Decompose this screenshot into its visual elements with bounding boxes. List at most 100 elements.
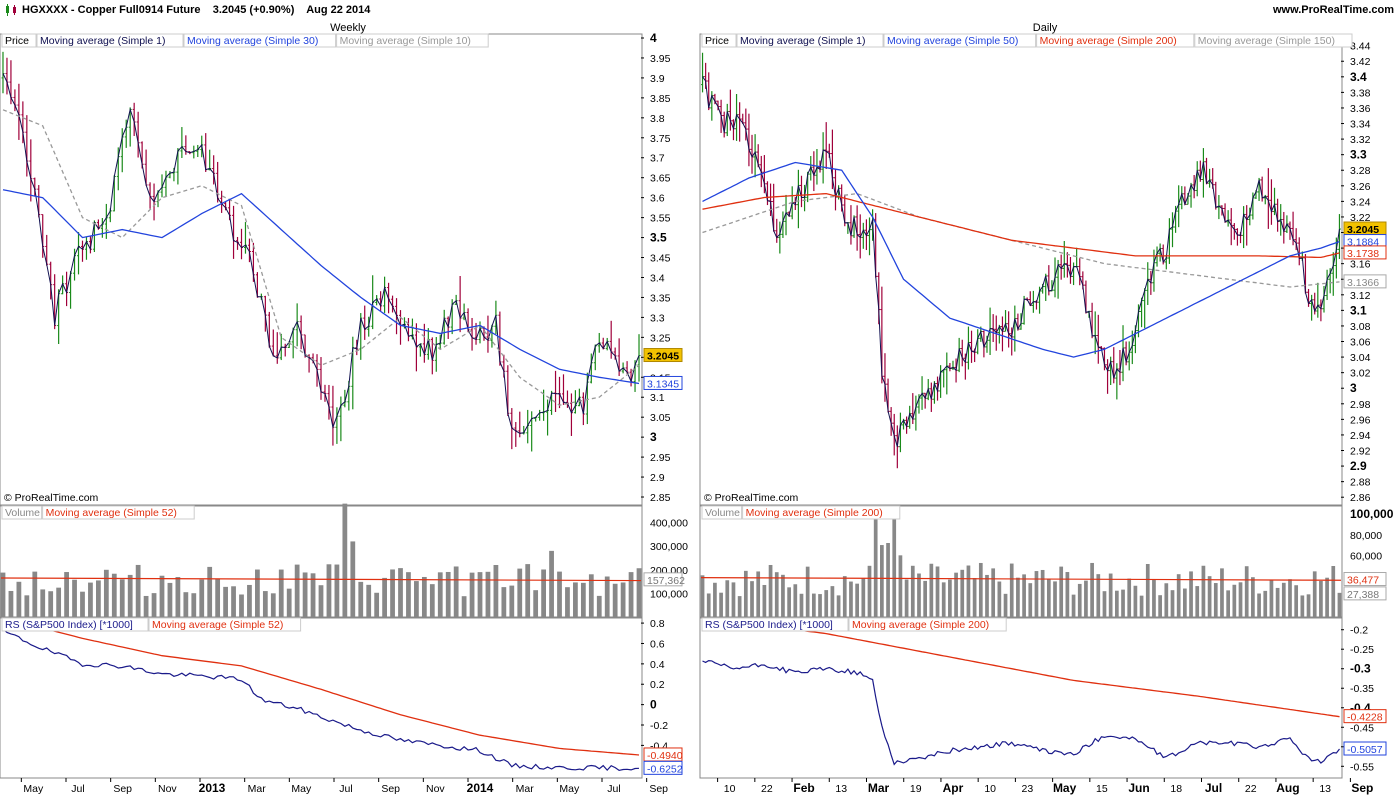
volume-bar xyxy=(1046,579,1051,617)
legend-item-box[interactable] xyxy=(883,33,1037,48)
legend-item-box[interactable] xyxy=(701,505,743,520)
legend-item[interactable]: Moving average (Simple 52) xyxy=(46,507,177,519)
daily-chart[interactable]: Daily 3.44 3.42 3.4 3.38 3.36 3.34 3.32 3.3 3.28 3… xyxy=(699,22,1394,795)
volume-bar xyxy=(787,587,791,617)
chart-date: Aug 22 2014 xyxy=(306,4,371,16)
volume-bar xyxy=(972,577,977,617)
legend-item[interactable]: Moving average (Simple 200) xyxy=(852,619,989,631)
volume-bar xyxy=(541,569,546,617)
volume-bar xyxy=(151,593,157,617)
volume-bar xyxy=(255,569,260,617)
x-tick-label: 22 xyxy=(761,783,773,795)
volume-bar xyxy=(1312,571,1317,617)
legend-item[interactable]: Moving average (Simple 150) xyxy=(1198,35,1335,47)
legend-item-box[interactable] xyxy=(1,617,149,632)
legend-item[interactable]: Moving average (Simple 200) xyxy=(746,507,883,519)
legend-item[interactable]: Moving average (Simple 200) xyxy=(1040,35,1177,47)
price-tick-label: 3.85 xyxy=(650,93,671,105)
price-tick-label: 3.1 xyxy=(650,392,665,404)
candlestick-logo-icon xyxy=(6,4,16,16)
site-link[interactable]: www.ProRealTime.com xyxy=(1272,4,1394,16)
legend-item-box[interactable] xyxy=(1,505,43,520)
legend-item-box[interactable] xyxy=(183,33,337,48)
volume-bar xyxy=(191,593,197,617)
rs-tag-label: -0.4228 xyxy=(1347,712,1383,724)
legend-item-box[interactable] xyxy=(1194,33,1353,48)
daily-rs-frame xyxy=(699,617,1343,779)
legend-item[interactable]: Price xyxy=(5,35,29,47)
volume-bar xyxy=(429,584,435,617)
x-tick-label: Nov xyxy=(158,783,177,795)
copyright-label: © ProRealTime.com xyxy=(704,492,799,504)
volume-bar xyxy=(1195,586,1200,617)
volume-bar xyxy=(1232,584,1237,617)
volume-bar xyxy=(781,574,785,617)
volume-tick-label: 80,000 xyxy=(1350,530,1382,542)
last-price: 3.2045 (+0.90%) xyxy=(212,4,295,16)
volume-bar xyxy=(485,571,491,617)
legend-item-box[interactable] xyxy=(42,505,195,520)
legend-item[interactable]: Moving average (Simple 30) xyxy=(187,35,318,47)
volume-bar xyxy=(111,573,117,617)
legend-item[interactable]: Volume xyxy=(705,507,740,519)
price-tick-label: 2.94 xyxy=(1350,430,1371,442)
price-tick-label: 3.32 xyxy=(1350,134,1371,146)
price-tick-label: 2.88 xyxy=(1350,477,1371,489)
volume-bar xyxy=(756,571,761,617)
legend-item[interactable]: Moving average (Simple 50) xyxy=(887,35,1018,47)
legend-item[interactable]: Moving average (Simple 52) xyxy=(152,619,283,631)
price-tag-box xyxy=(643,348,683,363)
legend-item[interactable]: Moving average (Simple 1) xyxy=(40,35,165,47)
legend-item-box[interactable] xyxy=(336,33,489,48)
volume-tick-label: 100,000 xyxy=(650,588,688,600)
legend-item-box[interactable] xyxy=(701,33,737,48)
volume-bar xyxy=(941,582,946,617)
x-tick-label: 19 xyxy=(910,783,922,795)
volume-bar xyxy=(270,593,276,617)
rs-tick-label: -0.45 xyxy=(1350,722,1374,734)
volume-bar xyxy=(135,564,141,617)
volume-bar xyxy=(628,572,634,617)
legend-item[interactable]: Price xyxy=(705,35,729,47)
volume-bar xyxy=(1009,563,1014,617)
volume-bar xyxy=(24,595,30,617)
x-tick-label: Sep xyxy=(1351,781,1373,795)
volume-bar xyxy=(215,579,221,617)
x-tick-label: Jul xyxy=(339,783,352,795)
legend-item[interactable]: Volume xyxy=(5,507,40,519)
volume-bar xyxy=(855,583,859,617)
legend-item-box[interactable] xyxy=(148,617,302,632)
volume-bar xyxy=(768,564,773,617)
legend-item-box[interactable] xyxy=(1036,33,1195,48)
legend-item[interactable]: Moving average (Simple 1) xyxy=(740,35,865,47)
weekly-chart[interactable]: Weekly 4 3.95 3.9 3.85 3.8 3.75 3.7 3.65 3.6 3.55 3… xyxy=(0,22,688,795)
x-tick-label: Jul xyxy=(71,783,84,795)
price-tick-label: 3 xyxy=(650,430,657,444)
price-tick-label: 3.12 xyxy=(1350,290,1371,302)
volume-bar xyxy=(461,596,467,617)
volume-bar xyxy=(207,566,213,617)
legend-item-box[interactable] xyxy=(1,33,37,48)
volume-bar xyxy=(1325,577,1329,617)
x-tick-label: 13 xyxy=(835,783,847,795)
volume-bar xyxy=(1170,590,1175,617)
legend-item-box[interactable] xyxy=(36,33,184,48)
volume-bar xyxy=(719,592,723,617)
volume-bar xyxy=(16,581,22,617)
volume-bar xyxy=(334,564,340,617)
legend-item[interactable]: RS (S&P500 Index) [*1000] xyxy=(5,619,133,631)
price-tick-label: 3.06 xyxy=(1350,337,1371,349)
ma-simple-150-line xyxy=(702,192,1340,288)
legend-item-box[interactable] xyxy=(736,33,884,48)
x-tick-label: 15 xyxy=(1096,783,1108,795)
legend-item[interactable]: RS (S&P500 Index) [*1000] xyxy=(705,619,833,631)
legend-item-box[interactable] xyxy=(701,617,849,632)
legend-item-box[interactable] xyxy=(742,505,901,520)
x-tick-label: Mar xyxy=(868,781,890,795)
volume-bar xyxy=(517,568,523,617)
x-tick-label: May xyxy=(291,783,312,795)
x-tick-label: Jul xyxy=(1205,781,1222,795)
legend-item[interactable]: Moving average (Simple 10) xyxy=(340,35,471,47)
legend-item-box[interactable] xyxy=(848,617,1007,632)
